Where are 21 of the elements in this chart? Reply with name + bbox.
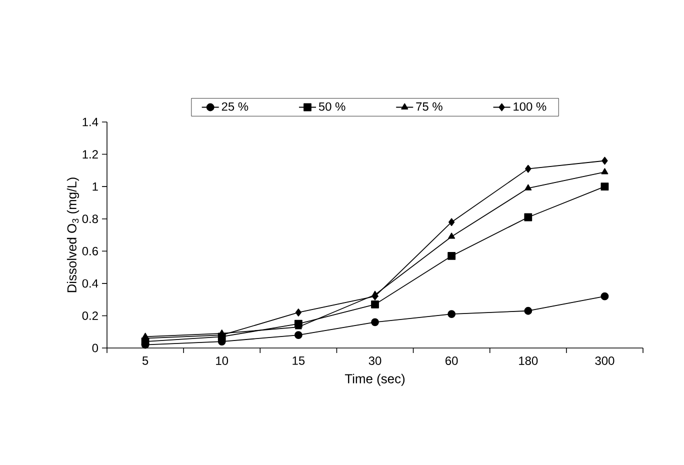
- x-tick-label: 60: [446, 356, 458, 365]
- y-tick-label: 0.6: [82, 246, 98, 256]
- y-tick-label: 0.8: [82, 214, 98, 224]
- y-tick-label: 0: [92, 344, 98, 352]
- x-tick-label: 15: [292, 356, 305, 365]
- x-tick-label: 180: [519, 356, 538, 365]
- legend-label: 25 %: [222, 102, 248, 111]
- legend-label: 75 %: [416, 102, 442, 111]
- x-axis-title: Time (sec): [344, 374, 405, 386]
- y-tick-label: 1.4: [82, 118, 98, 126]
- x-tick-label: 5: [142, 356, 148, 365]
- x-tick-label: 10: [216, 356, 228, 365]
- y-axis-title: Dissolved O$_{3}$ (mg/L): [66, 178, 80, 292]
- x-tick-label: 300: [595, 356, 614, 365]
- legend-label: 100 %: [514, 102, 546, 111]
- y-tick-label: 0.2: [82, 311, 98, 320]
- y-tick-label: 1: [92, 182, 98, 191]
- legend-label: 50 %: [318, 102, 346, 111]
- y-tick-label: 0.4: [82, 279, 98, 288]
- y-tick-label: 1.2: [82, 150, 98, 158]
- x-tick-label: 30: [368, 356, 382, 365]
